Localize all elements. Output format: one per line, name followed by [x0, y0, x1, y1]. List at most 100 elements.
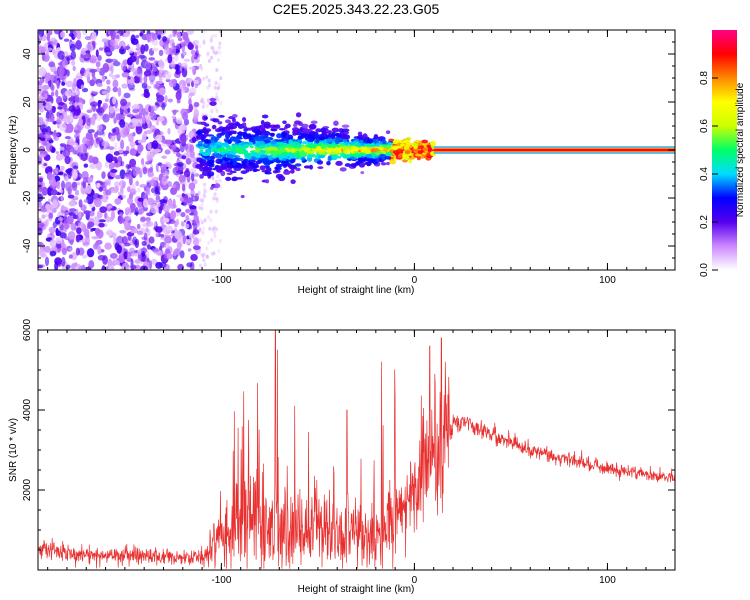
spectral-cell [90, 101, 98, 108]
spectral-cell [167, 199, 173, 209]
spectral-cell [143, 74, 148, 84]
spectral-cell [50, 84, 55, 92]
spectral-cell [155, 119, 160, 126]
spectral-cell [41, 186, 49, 196]
spectral-cell [177, 241, 182, 251]
spectral-cell [69, 30, 74, 34]
spectral-cell [208, 162, 215, 168]
spectral-cell [44, 132, 51, 140]
spectral-cell [88, 260, 95, 269]
spectral-cell [192, 245, 201, 251]
spectral-cell [167, 74, 171, 78]
y-tick-label: -40 [22, 238, 33, 253]
spectral-cell [78, 247, 85, 256]
spectral-cell [104, 161, 109, 169]
spectral-cell [291, 148, 296, 154]
spectral-cell [106, 85, 111, 93]
spectral-cell [120, 139, 125, 150]
spectral-cell [261, 114, 269, 119]
spectral-cell [44, 256, 50, 267]
spectral-cell [105, 229, 113, 236]
spectral-cell [158, 74, 163, 84]
spectral-cell [208, 226, 212, 231]
spectral-cell [199, 149, 204, 154]
spectral-cell [353, 150, 359, 154]
spectral-cell [239, 164, 247, 169]
x-tick-label: -100 [211, 275, 231, 286]
spectral-cell [322, 127, 329, 132]
spectral-cell [85, 50, 91, 54]
spectral-cell [372, 138, 380, 144]
spectral-cell [214, 155, 222, 159]
spectral-cell [404, 150, 411, 155]
spectral-cell [68, 32, 74, 37]
spectral-cell [213, 230, 217, 235]
y-tick-label: 40 [22, 48, 33, 60]
spectral-cell [107, 205, 113, 209]
spectral-cell [38, 117, 44, 124]
spectral-cell [194, 193, 200, 202]
spectral-cell [161, 155, 167, 159]
spectral-cell [248, 159, 256, 164]
spectral-cell [49, 239, 56, 248]
spectral-cell [63, 175, 69, 182]
spectral-cell [114, 198, 122, 205]
spectral-cell [185, 157, 192, 165]
spectral-cell [197, 223, 201, 228]
spectral-cell [140, 55, 148, 62]
spectral-cell [188, 66, 196, 70]
spectral-cell [55, 167, 59, 175]
spectral-cell [58, 189, 64, 194]
spectral-cell [145, 186, 151, 195]
spectral-cell [41, 53, 45, 62]
spectral-cell [198, 205, 202, 210]
spectral-cell [166, 253, 173, 260]
spectral-cell [342, 154, 350, 158]
colorbar: 0.0 0.2 0.4 0.6 0.8 Normalized spectral ampl… [699, 30, 746, 277]
spectral-cell [382, 139, 386, 145]
spectral-cell [196, 56, 200, 61]
spectral-cell [189, 150, 195, 159]
spectral-cell [98, 186, 104, 192]
x-tick-label: 0 [412, 575, 418, 586]
spectral-cell [307, 139, 315, 143]
spectral-cell [177, 37, 183, 42]
spectral-cell [135, 166, 141, 175]
spectral-cell [241, 117, 247, 122]
spectral-cell [95, 61, 101, 68]
spectral-cell [62, 148, 71, 158]
spectral-cell [52, 48, 56, 55]
x-tick-label: 0 [412, 275, 418, 286]
spectral-cell [150, 258, 158, 265]
spectral-cell [79, 54, 86, 63]
spectral-cell [200, 66, 204, 71]
spectral-cell [97, 254, 106, 261]
spectral-cell [97, 245, 102, 255]
spectral-cell [225, 168, 233, 172]
spectral-cell [246, 127, 254, 131]
spectral-cell [426, 144, 431, 149]
snr-ticks: -100 0 100 2000 4000 6000 [22, 318, 675, 586]
spectral-cell [181, 183, 186, 192]
spectral-cell [91, 76, 97, 84]
spectral-cell [128, 133, 134, 143]
spectral-cell [45, 49, 50, 57]
spectral-cell [87, 221, 95, 228]
spectral-cell [140, 157, 145, 166]
spectral-cell [96, 124, 103, 132]
spectral-cell [188, 92, 195, 97]
spectral-cell [137, 208, 145, 215]
spectral-cell [62, 59, 68, 69]
spectral-cell [210, 45, 214, 50]
spectral-cell [94, 183, 100, 188]
spectral-cell [306, 154, 314, 158]
spectral-cell [123, 92, 131, 99]
spectral-cell [127, 186, 131, 193]
spectral-cell [231, 114, 238, 118]
spectral-cell [164, 243, 170, 249]
spectral-cell [46, 33, 51, 42]
spectral-cell [68, 254, 73, 259]
colorbar-tick-label: 0.8 [699, 71, 710, 85]
spectral-cell [70, 50, 77, 60]
spectral-cell [181, 193, 185, 198]
